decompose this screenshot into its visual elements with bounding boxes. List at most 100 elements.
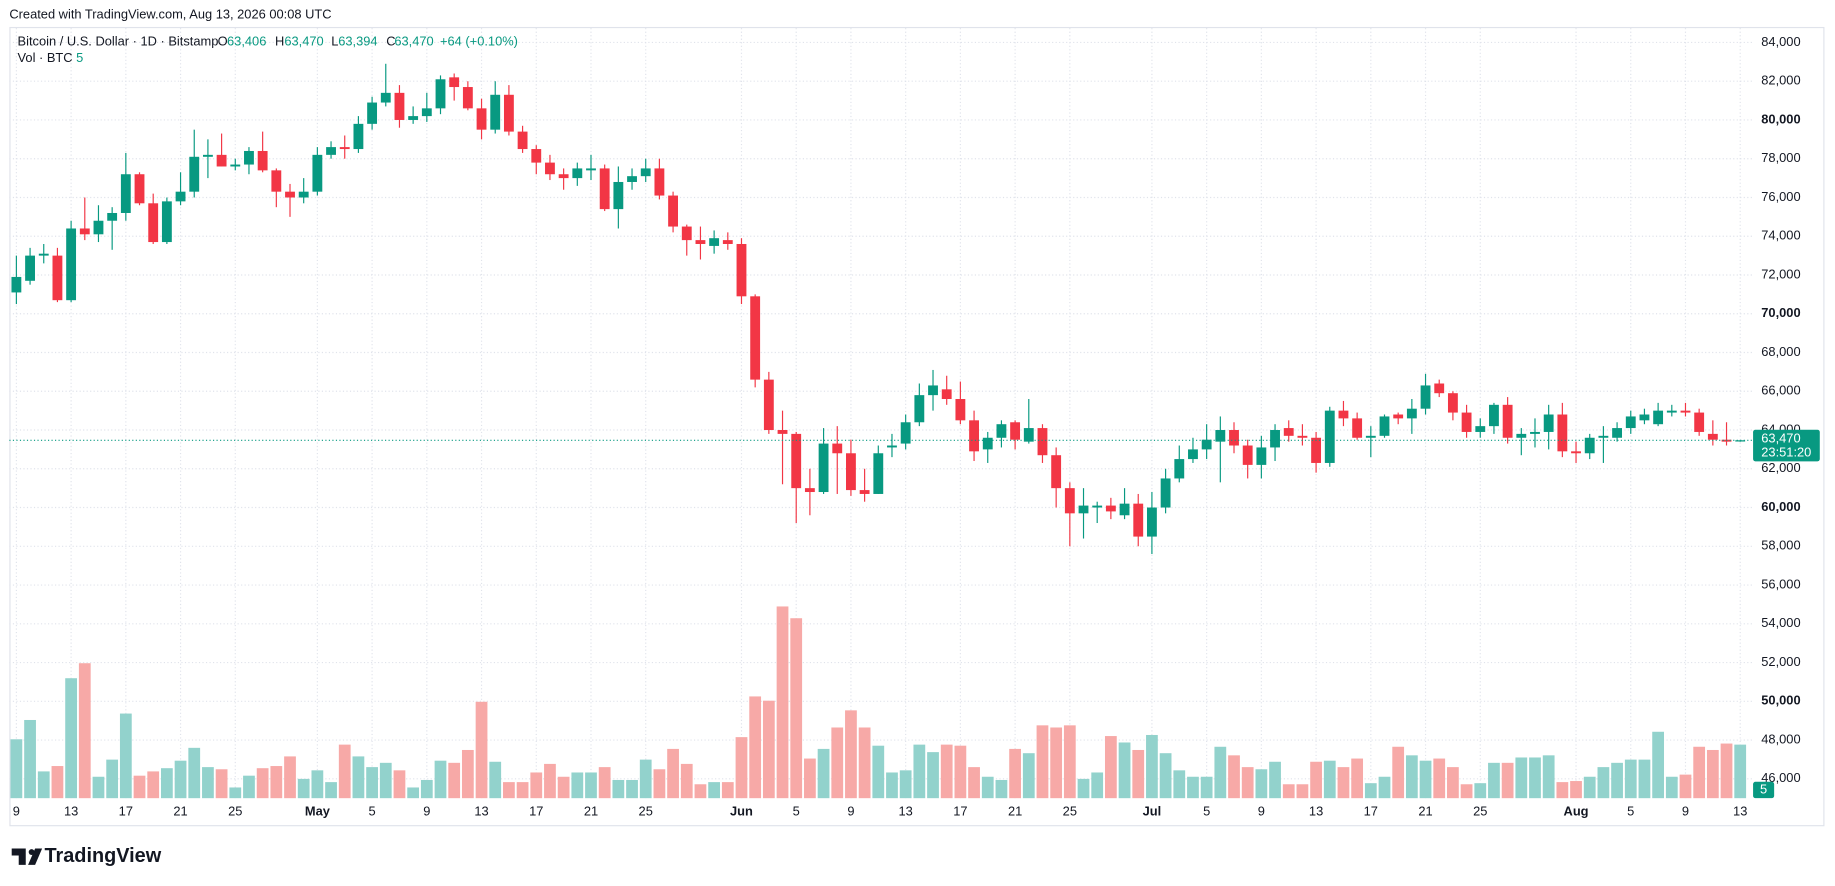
volume-bar [667,748,679,799]
candle-body [1516,433,1527,438]
candle-body [1680,410,1691,413]
candle-body [503,94,514,132]
logo: TradingView [11,845,162,867]
volume-bar [51,766,64,799]
volume-bar [954,745,967,799]
x-tick-label: 25 [228,804,242,819]
candle-body [531,149,542,163]
candle-body [1393,414,1404,419]
volume-bar [1036,725,1049,799]
volume-bar [65,678,77,799]
candle-body [380,92,391,103]
x-tick-label: 5 [369,804,376,819]
volume-bar [202,767,214,799]
x-tick-label: 17 [119,804,133,819]
volume-bar [831,727,844,799]
x-tick-label: Jun [730,804,753,819]
candle-body [175,191,186,202]
y-tick-label: 74,000 [1761,228,1800,243]
candle-body [722,240,733,244]
y-tick-label: 76,000 [1761,189,1800,204]
volume-bar [229,787,242,799]
candle-body [1270,430,1280,448]
volume-bar [1419,760,1432,799]
volume-bar [721,782,734,799]
x-tick-label: 13 [474,804,488,819]
candle-body [339,147,350,150]
x-tick-label: 21 [1008,804,1022,819]
candle-body [777,430,788,434]
candle-body [1242,445,1253,465]
volume-bar [872,745,885,799]
volume-bar [1104,736,1117,799]
candle-body [969,420,979,452]
volume-legend: Vol · BTC [18,50,73,65]
volume-bar [790,618,803,799]
x-tick-label: Jul [1143,804,1162,819]
volume-bar [1570,781,1582,799]
ohlc-value: 63,406 [227,34,266,49]
volume-bar [530,772,543,799]
x-tick-label: May [305,804,331,819]
volume-bar [544,763,556,799]
x-tick-label: 21 [584,804,598,819]
volume-bar [1611,762,1623,799]
x-tick-label: 5 [793,804,800,819]
volume-bar [1351,758,1364,799]
candle-body [1461,412,1472,432]
candle-body [1201,439,1212,450]
volume-bar [311,770,324,799]
candle-body [1502,404,1513,438]
candle-body [79,228,90,235]
volume-bar [1488,762,1500,799]
candle-body [1530,431,1540,434]
x-tick-label: 9 [1258,804,1265,819]
y-tick-label: 50,000 [1761,693,1800,708]
candle-body [1174,459,1185,479]
x-tick-label: 9 [423,804,430,819]
candle-body [996,424,1007,438]
volume-bar [1337,767,1350,799]
volume-bar [10,739,23,799]
axes: 46,000 48,000 50,000 52,000 54,000 56,000 58,0… [13,34,1820,819]
volume-bar [78,663,91,799]
volume-bar [1720,743,1733,799]
candle-body [1311,437,1322,463]
y-tick-label: 56,000 [1761,576,1800,591]
candle-body [1133,503,1144,537]
volume-bar [270,766,283,799]
volume-bar [297,778,310,799]
volume-bar [1159,753,1172,799]
candle-body [353,123,364,150]
candle-body [435,79,446,109]
candle-body [1557,414,1568,452]
volume-bar [762,700,775,799]
candle-body [244,150,254,165]
y-tick-label: 46,000 [1761,770,1800,785]
x-tick-label: 21 [1418,804,1432,819]
volume-bar [1228,755,1240,799]
candle-body [1119,503,1130,516]
volume-bar [1638,759,1651,799]
candle-body [695,240,706,244]
candle-body [298,191,309,198]
candle-body [1694,412,1705,432]
x-tick-label: 21 [173,804,187,819]
candle-body [1297,435,1308,438]
candle-body [1612,428,1623,438]
volume-bar [626,779,638,799]
volume-bar [1529,757,1541,799]
x-tick-label: 9 [847,804,854,819]
volume-bar [1378,776,1391,799]
candle-body [421,108,432,117]
candle-body [367,102,378,124]
logo-mark [11,848,43,865]
x-tick-label: 17 [953,804,967,819]
candle-body [408,116,419,120]
brand-name: TradingView [44,845,161,867]
x-tick-label: 17 [529,804,543,819]
candle-body [613,181,624,210]
created-note: Created with TradingView.com, Aug 13, 20… [9,7,331,22]
candle-body [66,228,77,301]
